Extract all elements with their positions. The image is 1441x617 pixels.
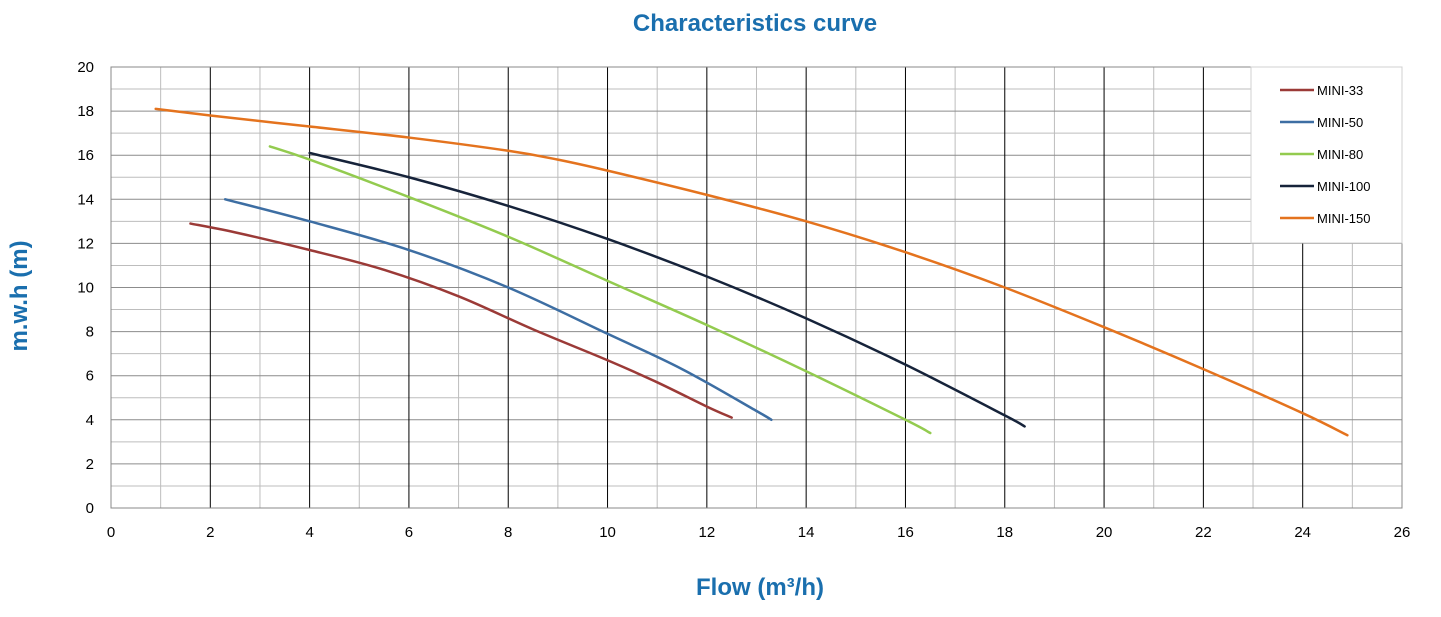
y-tick-label: 0 [86,500,94,517]
y-tick-label: 14 [77,191,94,208]
y-tick-label: 8 [86,324,94,341]
series-line-mini-100 [308,151,1026,428]
legend-label: MINI-50 [1317,115,1363,130]
x-tick-label: 12 [699,524,716,541]
x-tick-label: 16 [897,524,914,541]
y-tick-label: 6 [86,368,94,385]
y-tick-label: 20 [77,59,94,76]
legend: MINI-33 MINI-50 MINI-80 MINI-100 MINI-150 [1250,66,1403,244]
series-line-mini-33 [189,222,733,419]
series-lines [154,107,1349,437]
x-tick-label: 8 [504,524,512,541]
y-axis-label: m.w.h (m) [6,240,33,351]
legend-label: MINI-150 [1317,211,1370,226]
y-tick-label: 4 [86,412,94,429]
x-tick-label: 6 [405,524,413,541]
chart-title: Characteristics curve [633,10,877,37]
plot-border [110,66,1403,509]
y-tick-label: 12 [77,235,94,252]
x-tick-label: 0 [107,524,115,541]
x-axis-label: Flow (m³/h) [696,574,824,601]
legend-box [1250,66,1403,244]
x-tick-label: 14 [798,524,815,541]
x-tick-label: 26 [1394,524,1411,541]
x-tick-label: 2 [206,524,214,541]
x-tick-label: 10 [599,524,616,541]
y-tick-label: 10 [77,280,94,297]
x-tick-label: 22 [1195,524,1212,541]
x-tick-label: 4 [305,524,313,541]
x-tick-label: 20 [1096,524,1113,541]
legend-label: MINI-80 [1317,147,1363,162]
legend-label: MINI-100 [1317,179,1370,194]
y-tick-label: 16 [77,147,94,164]
x-tick-label: 18 [996,524,1013,541]
series-line-mini-50 [223,198,773,422]
y-tick-label: 2 [86,456,94,473]
legend-label: MINI-33 [1317,83,1363,98]
grid [110,66,1403,509]
series-line-mini-150 [154,107,1349,437]
y-tick-label: 18 [77,103,94,120]
series-line-mini-80 [268,145,932,435]
x-tick-label: 24 [1294,524,1311,541]
